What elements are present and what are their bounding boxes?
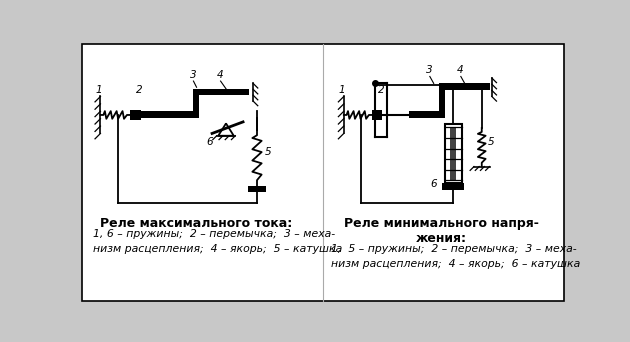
Bar [409,111,445,118]
Text: 4: 4 [457,65,464,75]
Text: Реле минимального напря-
жения:: Реле минимального напря- жения: [344,216,539,245]
Text: 1, 6 – пружины;  2 – перемычка;  3 – меха-
низм расцепления;  4 – якорь;  5 – ка: 1, 6 – пружины; 2 – перемычка; 3 – меха-… [93,229,342,254]
Text: 4: 4 [217,70,223,80]
Bar [193,89,249,95]
Bar [450,127,456,181]
Text: 5: 5 [488,137,495,147]
Bar [140,111,199,118]
Text: 1: 1 [339,86,346,95]
Text: 6: 6 [430,179,437,189]
Bar [439,83,490,90]
Bar [130,110,140,120]
Text: 1,  5 – пружины;  2 – перемычка;  3 – меха-
низм расцепления;  4 – якорь;  6 – к: 1, 5 – пружины; 2 – перемычка; 3 – меха-… [331,244,580,269]
Bar [442,184,464,190]
Text: 2: 2 [136,86,142,95]
Text: 3: 3 [190,70,196,80]
Text: 6: 6 [207,137,213,147]
Text: 5: 5 [265,147,272,157]
Bar [445,124,462,184]
Bar [439,83,445,115]
Bar [193,89,199,115]
Bar [372,110,382,120]
Text: 3: 3 [426,65,433,75]
Text: Реле максимального тока:: Реле максимального тока: [100,216,293,229]
Text: 2: 2 [378,86,384,95]
Bar [248,186,266,192]
Polygon shape [218,123,234,136]
Text: 1: 1 [96,86,102,95]
